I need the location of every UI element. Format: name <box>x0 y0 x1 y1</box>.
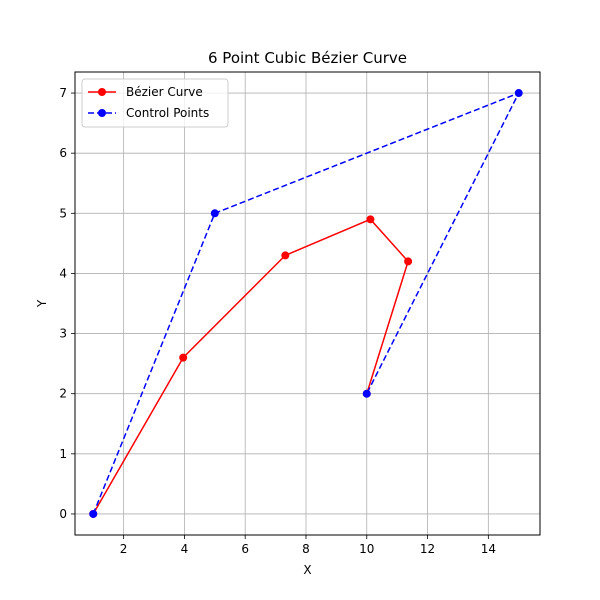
y-axis-label: Y <box>35 299 49 308</box>
y-tick-label: 3 <box>59 327 67 341</box>
series-point <box>179 353 188 362</box>
y-tick-label: 1 <box>59 447 67 461</box>
legend-marker <box>98 109 106 117</box>
grid <box>75 72 540 535</box>
series-point <box>281 251 290 260</box>
legend: Bézier Curve Control Points <box>81 78 229 128</box>
legend-label: Bézier Curve <box>126 85 203 99</box>
series-point <box>89 509 98 518</box>
x-axis-label: X <box>303 563 311 577</box>
series-line <box>92 218 409 515</box>
y-tick-label: 7 <box>59 86 67 100</box>
chart-title: 6 Point Cubic Bézier Curve <box>208 49 407 67</box>
series-point <box>514 89 523 98</box>
x-tick-label: 12 <box>420 542 435 556</box>
x-tick-label: 6 <box>241 542 249 556</box>
series-line <box>92 91 521 515</box>
legend-marker <box>98 88 106 96</box>
legend-box <box>81 78 229 128</box>
legend-entries: Bézier Curve Control Points <box>88 85 209 120</box>
y-tick-label: 6 <box>59 146 67 160</box>
series-point <box>404 257 413 266</box>
plot-area-frame <box>74 71 541 536</box>
x-tick-label: 10 <box>359 542 374 556</box>
y-tick-label: 2 <box>59 387 67 401</box>
y-tick-label: 5 <box>59 206 67 220</box>
x-tick-label: 2 <box>120 542 128 556</box>
x-tick-label: 4 <box>181 542 189 556</box>
y-tick-label: 4 <box>59 266 67 280</box>
series-layer <box>89 89 523 518</box>
series-point <box>362 389 371 398</box>
series-point <box>210 209 219 218</box>
x-tick-label: 14 <box>481 542 496 556</box>
legend-label: Control Points <box>126 106 209 120</box>
y-tick-label: 0 <box>59 507 67 521</box>
x-tick-label: 8 <box>302 542 310 556</box>
series-point <box>366 215 375 224</box>
